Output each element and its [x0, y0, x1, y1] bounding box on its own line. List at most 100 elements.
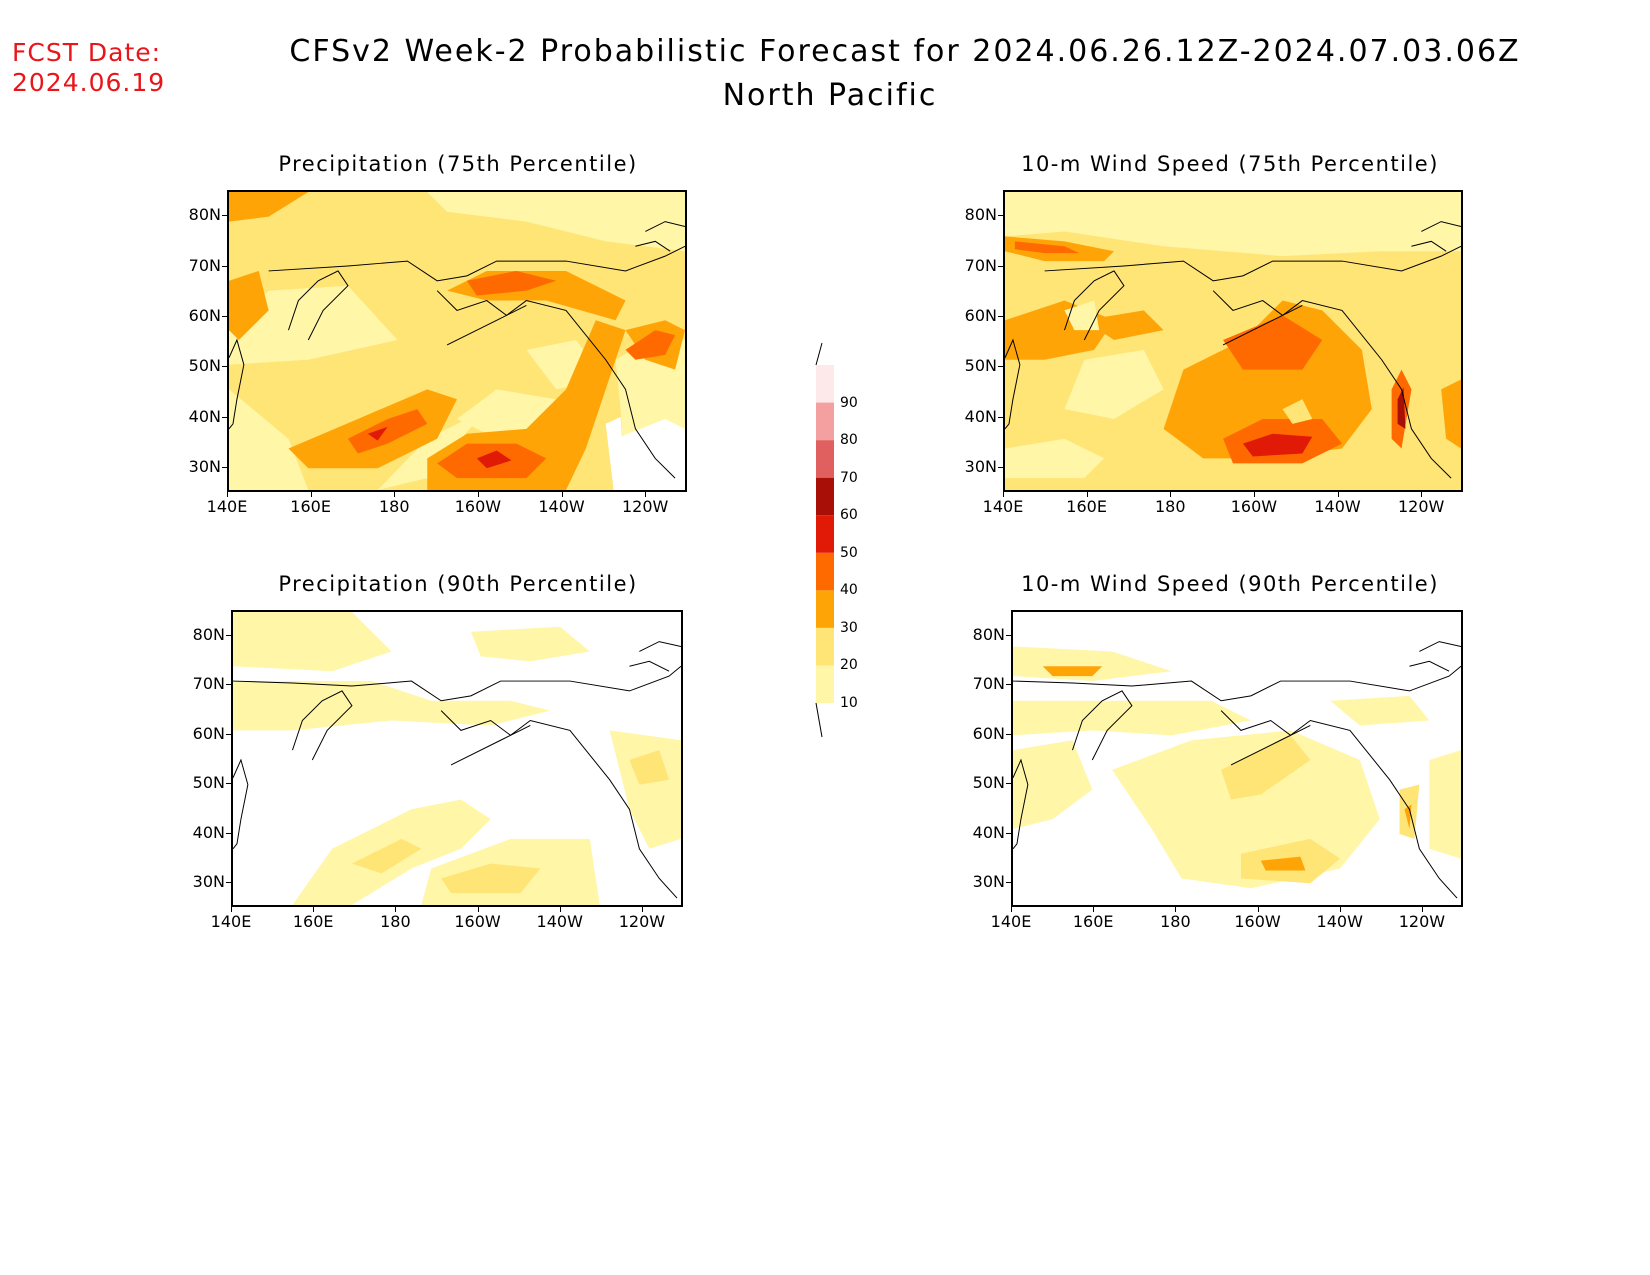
lat-tick	[226, 783, 231, 785]
map-wind-90	[1011, 610, 1463, 907]
lon-label: 140W	[1314, 497, 1361, 516]
lon-label: 160E	[290, 497, 331, 516]
lat-tick	[998, 466, 1003, 468]
page-title: CFSv2 Week-2 Probabilistic Forecast for …	[289, 34, 1521, 69]
lon-tick	[394, 492, 396, 497]
lon-tick	[395, 907, 397, 912]
lon-label: 120W	[621, 497, 669, 516]
lon-tick	[1253, 492, 1255, 497]
lat-label: 30N	[192, 872, 225, 892]
lat-tick	[1006, 634, 1011, 636]
lon-tick	[1257, 907, 1259, 912]
lat-label: 30N	[972, 872, 1005, 892]
lat-tick	[998, 315, 1003, 317]
lat-label: 60N	[192, 723, 225, 743]
lat-label: 50N	[192, 773, 225, 793]
fcst-date-block: FCST Date: 2024.06.19	[12, 38, 165, 98]
lat-tick	[222, 366, 227, 368]
fcst-date-label: FCST Date:	[12, 38, 162, 67]
lat-tick	[226, 832, 231, 834]
lon-tick	[1175, 907, 1177, 912]
lon-label: 160E	[1066, 497, 1107, 516]
lon-tick	[1086, 492, 1088, 497]
lon-label: 140E	[210, 912, 252, 931]
lon-label: 120W	[618, 912, 666, 931]
lon-tick	[1003, 492, 1004, 497]
lon-label: 140W	[536, 912, 583, 931]
panel-title-wind-75: 10-m Wind Speed (75th Percentile)	[1021, 152, 1439, 176]
lat-label: 80N	[192, 624, 225, 644]
lon-label: 160E	[1072, 912, 1114, 931]
lon-label: 160W	[454, 497, 502, 516]
lat-tick	[998, 265, 1003, 267]
lon-label: 160E	[292, 912, 334, 931]
lon-label: 140E	[990, 912, 1032, 931]
lon-tick	[231, 907, 232, 912]
lon-tick	[559, 907, 561, 912]
lat-label: 60N	[964, 305, 997, 325]
colorbar-label: 60	[840, 507, 858, 524]
lon-label: 180	[380, 912, 411, 931]
colorbar-box	[816, 590, 834, 628]
lat-tick	[1006, 882, 1011, 884]
lon-tick	[227, 492, 228, 497]
map-wind-75-field	[1005, 192, 1461, 490]
map-precip-90-field	[233, 612, 681, 905]
lat-tick	[222, 416, 227, 418]
lon-label: 140E	[206, 497, 248, 516]
lon-tick	[477, 492, 479, 497]
lat-label: 80N	[188, 205, 221, 225]
lat-tick	[222, 466, 227, 468]
lon-label: 180	[1160, 912, 1191, 931]
lat-label: 70N	[972, 674, 1005, 694]
map-precip-75-field	[229, 192, 685, 490]
lon-tick	[561, 492, 563, 497]
map-wind-75	[1003, 190, 1463, 492]
lat-label: 40N	[972, 822, 1005, 842]
colorbar-label: 80	[840, 432, 858, 449]
colorbar-box	[816, 477, 834, 516]
colorbar-label: 70	[840, 469, 858, 486]
lat-label: 30N	[188, 456, 221, 476]
colorbar-box	[816, 402, 834, 441]
lat-tick	[226, 882, 231, 884]
lat-label: 70N	[192, 674, 225, 694]
lat-label: 40N	[188, 406, 221, 426]
colorbar-box	[816, 440, 834, 478]
lon-label: 140E	[982, 497, 1024, 516]
lon-label: 180	[378, 497, 410, 516]
lat-label: 50N	[188, 356, 221, 376]
map-precip-90	[231, 610, 683, 907]
colorbar-label: 20	[840, 657, 858, 674]
lon-tick	[1339, 907, 1341, 912]
lat-tick	[226, 733, 231, 735]
lat-tick	[226, 634, 231, 636]
lat-label: 50N	[964, 356, 997, 376]
colorbar-label: 90	[840, 394, 858, 411]
colorbar-label: 40	[840, 582, 858, 599]
lat-label: 60N	[972, 723, 1005, 743]
lon-label: 120W	[1398, 912, 1446, 931]
lat-tick	[222, 265, 227, 267]
colorbar-label: 10	[840, 695, 858, 711]
lat-tick	[222, 215, 227, 217]
lon-tick	[1011, 907, 1012, 912]
lon-label: 160W	[1234, 912, 1281, 931]
lat-label: 30N	[964, 456, 997, 476]
lon-label: 140W	[1316, 912, 1363, 931]
lat-tick	[222, 315, 227, 317]
lat-label: 70N	[964, 255, 997, 275]
lat-tick	[1006, 783, 1011, 785]
colorbar-label: 30	[840, 619, 858, 636]
lat-tick	[1006, 832, 1011, 834]
lon-tick	[477, 907, 479, 912]
lat-tick	[998, 416, 1003, 418]
lon-label: 180	[1154, 497, 1186, 516]
panel-title-precip-90: Precipitation (90th Percentile)	[278, 572, 638, 596]
colorbar-box	[816, 365, 834, 403]
lat-tick	[998, 366, 1003, 368]
colorbar-box	[816, 665, 834, 703]
lon-label: 120W	[1397, 497, 1445, 516]
map-wind-90-field	[1013, 612, 1461, 905]
colorbar-box	[816, 515, 834, 553]
